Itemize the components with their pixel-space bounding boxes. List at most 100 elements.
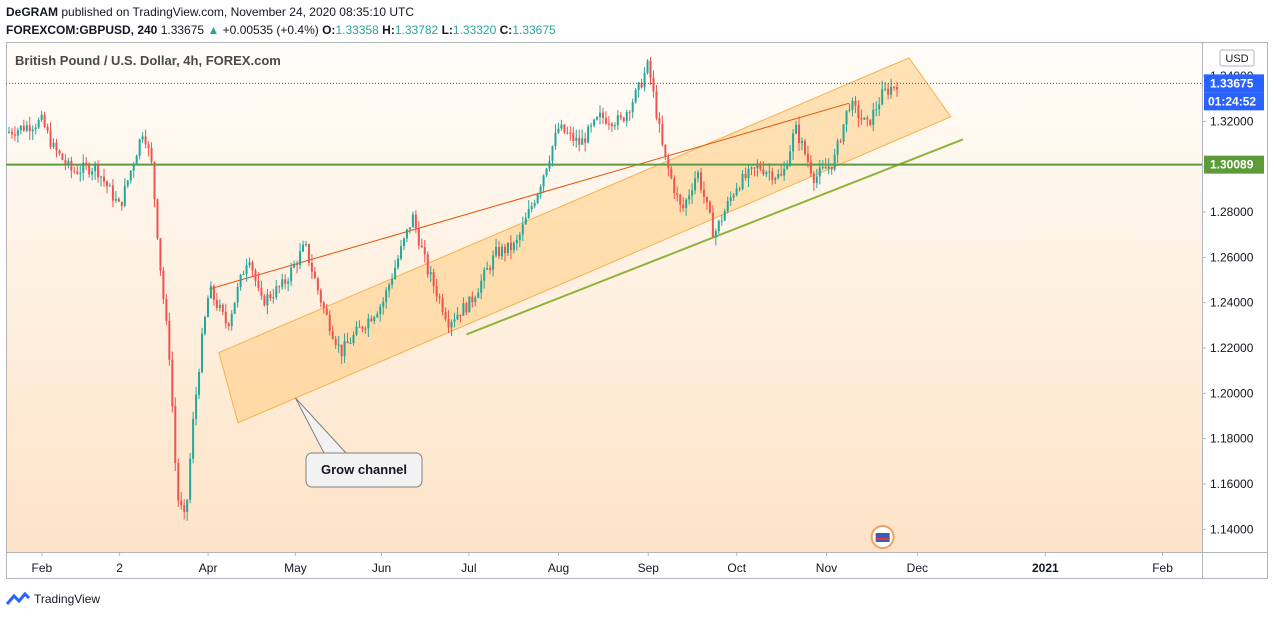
candle-body bbox=[628, 112, 631, 114]
candle-body bbox=[70, 160, 73, 171]
candle-body bbox=[272, 297, 275, 299]
candle-body bbox=[85, 162, 88, 166]
candle-body bbox=[655, 91, 658, 118]
candle-body bbox=[61, 153, 64, 161]
candle-body bbox=[76, 171, 79, 174]
x-tick-label: 2021 bbox=[1032, 561, 1059, 575]
candle-body bbox=[183, 505, 186, 512]
candle-body bbox=[343, 341, 346, 357]
candle-body bbox=[506, 242, 509, 254]
candle-body bbox=[257, 280, 260, 288]
currency-badge[interactable] bbox=[1219, 49, 1255, 67]
candle-body bbox=[774, 177, 777, 180]
candle-body bbox=[405, 229, 408, 239]
candle-body bbox=[414, 214, 417, 229]
candle-body bbox=[503, 246, 506, 254]
candle-body bbox=[266, 294, 269, 306]
candle-body bbox=[138, 139, 141, 156]
candle-body bbox=[162, 270, 165, 300]
candle-body bbox=[100, 176, 103, 178]
candle-body bbox=[795, 124, 798, 134]
candle-body bbox=[417, 228, 420, 246]
candle-body bbox=[756, 165, 759, 169]
channel-label: Grow channel bbox=[321, 462, 407, 477]
candle-body bbox=[462, 303, 465, 316]
candle-body bbox=[563, 124, 566, 133]
x-tick-label: May bbox=[284, 561, 307, 575]
candle-body bbox=[239, 274, 242, 287]
candle-body bbox=[408, 227, 411, 230]
candle-body bbox=[777, 173, 780, 178]
candle-body bbox=[539, 186, 542, 195]
x-tick-label: Sep bbox=[638, 561, 660, 575]
candle-body bbox=[860, 118, 863, 120]
candle-body bbox=[590, 125, 593, 127]
candle-body bbox=[198, 372, 201, 395]
candle-body bbox=[750, 167, 753, 169]
published-text: published on TradingView.com, November 2… bbox=[61, 5, 415, 19]
candle-body bbox=[723, 211, 726, 221]
candle-body bbox=[652, 77, 655, 92]
candle-body bbox=[578, 137, 581, 145]
candle-body bbox=[634, 90, 637, 103]
candle-body bbox=[435, 286, 438, 297]
candle-body bbox=[156, 199, 159, 239]
candle-body bbox=[851, 100, 854, 110]
candle-body bbox=[480, 280, 483, 293]
candle-body bbox=[284, 279, 287, 284]
x-tick-label: Aug bbox=[548, 561, 569, 575]
candle-body bbox=[355, 326, 358, 335]
callout-pointer bbox=[294, 397, 347, 454]
candle-body bbox=[394, 267, 397, 280]
candle-body bbox=[863, 117, 866, 120]
candle-body bbox=[192, 418, 195, 459]
candle-body bbox=[310, 262, 313, 272]
candle-body bbox=[869, 119, 872, 125]
candle-body bbox=[604, 117, 607, 124]
candle-body bbox=[111, 185, 114, 201]
candle-body bbox=[637, 82, 640, 91]
candle-body bbox=[19, 125, 22, 131]
y-tick-label: 1.14000 bbox=[1210, 522, 1254, 536]
candle-body bbox=[328, 314, 331, 332]
candle-body bbox=[43, 114, 46, 127]
x-tick-label: Apr bbox=[199, 561, 218, 575]
quote-line: FOREXCOM:GBPUSD, 240 1.33675 ▲ +0.00535 … bbox=[6, 23, 556, 37]
candle-body bbox=[498, 246, 501, 257]
candle-body bbox=[830, 166, 833, 170]
candle-body bbox=[40, 114, 43, 121]
candle-body bbox=[896, 86, 899, 90]
candle-body bbox=[875, 109, 878, 111]
candle-body bbox=[658, 117, 661, 124]
candle-body bbox=[809, 161, 812, 174]
candle-body bbox=[441, 298, 444, 313]
candle-body bbox=[803, 140, 806, 154]
candle-body bbox=[857, 105, 860, 119]
candle-body bbox=[518, 234, 521, 240]
candle-body bbox=[548, 160, 551, 169]
candle-body bbox=[245, 265, 248, 275]
chart-frame bbox=[6, 42, 1268, 579]
up-arrow-icon: ▲ bbox=[207, 23, 220, 37]
callout-box[interactable] bbox=[305, 452, 423, 488]
channel-lower-line[interactable] bbox=[466, 138, 964, 336]
candle-body bbox=[866, 117, 869, 120]
candle-body bbox=[890, 86, 893, 95]
candle-body bbox=[560, 124, 563, 129]
channel-area[interactable] bbox=[218, 57, 952, 424]
candle-body bbox=[275, 286, 278, 298]
channel-upper-line[interactable] bbox=[209, 102, 850, 290]
countdown-badge bbox=[1204, 92, 1264, 111]
candle-body bbox=[379, 306, 382, 315]
high-label: H: bbox=[382, 23, 395, 37]
candle-body bbox=[331, 331, 334, 339]
candle-body bbox=[221, 304, 224, 312]
candle-body bbox=[646, 60, 649, 73]
candle-body bbox=[397, 258, 400, 268]
low-label: L: bbox=[441, 23, 453, 37]
candle-body bbox=[22, 125, 25, 131]
candle-body bbox=[557, 128, 560, 133]
candle-body bbox=[533, 202, 536, 207]
candle-body bbox=[486, 267, 489, 270]
